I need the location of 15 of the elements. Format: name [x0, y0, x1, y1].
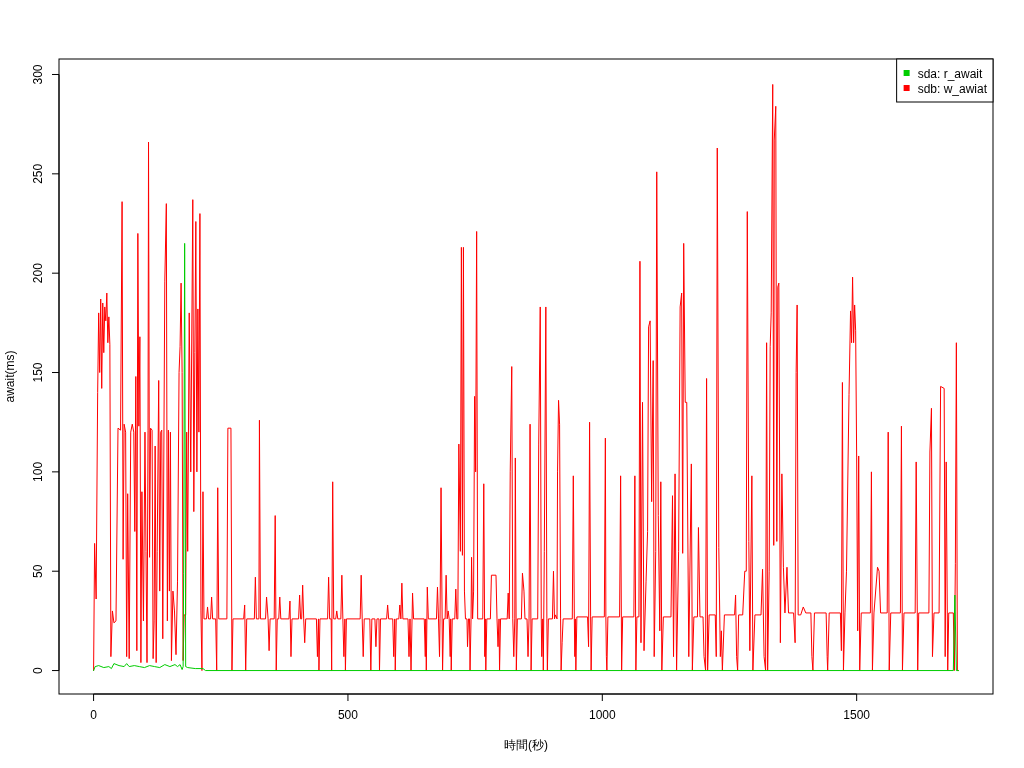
y-tick-label: 300	[31, 64, 45, 85]
x-tick-label: 0	[90, 708, 98, 722]
legend-label: sdb: w_awiat	[917, 81, 988, 96]
y-tick-label: 50	[31, 564, 45, 578]
x-tick-label: 1000	[588, 708, 616, 722]
x-axis-title: 時間(秒)	[504, 738, 548, 752]
x-tick-label: 500	[337, 708, 359, 722]
y-tick-label: 100	[31, 461, 45, 482]
legend-label: sda: r_await	[917, 66, 983, 81]
y-tick-label: 0	[31, 666, 45, 674]
y-tick-label: 200	[31, 262, 45, 284]
y-axis-title: await(ms)	[3, 350, 17, 403]
y-tick-label: 150	[31, 362, 45, 383]
x-tick-label: 1500	[843, 708, 871, 722]
y-tick-label: 250	[31, 163, 45, 184]
